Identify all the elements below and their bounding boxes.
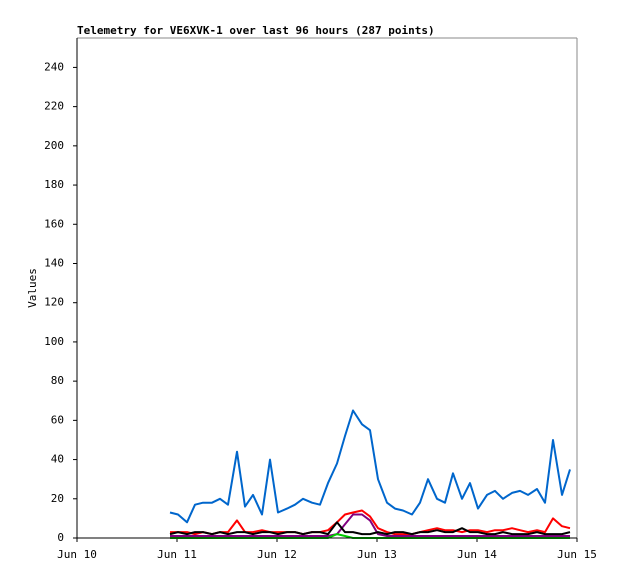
y-tick-label: 20: [51, 492, 64, 505]
y-tick-label: 0: [57, 531, 64, 544]
series-line: [170, 509, 571, 536]
y-axis-label: Values: [26, 268, 39, 308]
y-tick-label: 120: [44, 296, 64, 309]
y-tick-label: 180: [44, 178, 64, 191]
y-tick-label: 100: [44, 335, 64, 348]
y-tick-label: 240: [44, 60, 64, 73]
x-tick-label: Jun 15: [557, 548, 597, 561]
y-tick-label: 80: [51, 374, 64, 387]
x-tick-label: Jun 10: [57, 548, 97, 561]
y-tick-label: 200: [44, 139, 64, 152]
y-tick-label: 40: [51, 453, 64, 466]
y-tick-label: 140: [44, 256, 64, 269]
chart-title: Telemetry for VE6XVK-1 over last 96 hour…: [77, 24, 435, 37]
series-line: [169, 521, 571, 536]
series-line: [170, 513, 570, 537]
x-tick-label: Jun 12: [257, 548, 297, 561]
y-tick-label: 60: [51, 413, 64, 426]
x-tick-label: Jun 13: [357, 548, 397, 561]
y-tick-label: 220: [44, 100, 64, 113]
y-tick-label: 160: [44, 217, 64, 230]
series-line: [169, 409, 571, 524]
x-tick-label: Jun 14: [457, 548, 497, 561]
x-tick-label: Jun 11: [157, 548, 197, 561]
